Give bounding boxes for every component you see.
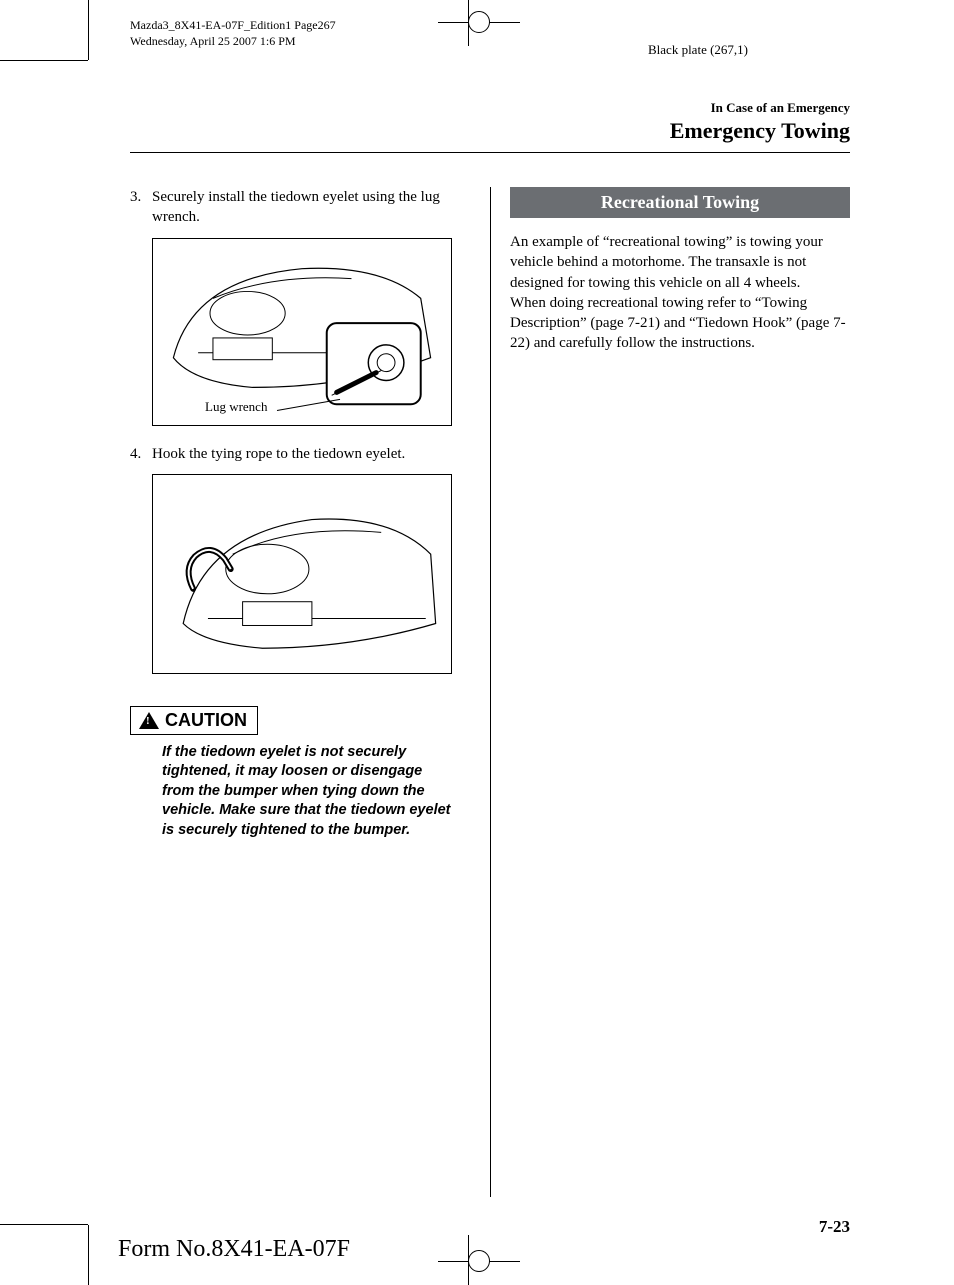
figure-lug-wrench: Lug wrench xyxy=(152,238,452,426)
caution-body: If the tiedown eyelet is not securely ti… xyxy=(162,743,452,841)
page-number: 7-23 xyxy=(819,1217,850,1237)
warning-triangle-icon xyxy=(139,712,159,729)
form-number: Form No.8X41-EA-07F xyxy=(118,1236,350,1263)
car-illustration-icon xyxy=(153,239,451,425)
crop-mark xyxy=(88,0,89,60)
figure-tiedown-hook xyxy=(152,474,452,674)
left-column: 3. Securely install the tiedown eyelet u… xyxy=(130,187,490,1197)
crop-mark xyxy=(0,60,88,61)
crop-mark xyxy=(0,1224,88,1225)
right-column: Recreational Towing An example of “recre… xyxy=(490,187,850,1197)
section-heading: Recreational Towing xyxy=(510,187,850,218)
step-number: 3. xyxy=(130,187,152,228)
column-divider xyxy=(490,187,491,1197)
page-header: In Case of an Emergency Emergency Towing xyxy=(130,100,850,144)
step-text: Hook the tying rope to the tiedown eyele… xyxy=(152,444,470,464)
step-3: 3. Securely install the tiedown eyelet u… xyxy=(130,187,470,228)
two-column-layout: 3. Securely install the tiedown eyelet u… xyxy=(130,187,850,1197)
figure-label: Lug wrench xyxy=(205,399,267,415)
crop-mark xyxy=(88,1225,89,1285)
header-rule xyxy=(130,152,850,153)
print-header: Mazda3_8X41-EA-07F_Edition1 Page267 Wedn… xyxy=(130,18,336,49)
caution-heading: CAUTION xyxy=(130,706,258,735)
header-title: Emergency Towing xyxy=(130,118,850,144)
step-4: 4. Hook the tying rope to the tiedown ey… xyxy=(130,444,470,464)
section-body: An example of “recreational towing” is t… xyxy=(510,232,850,354)
step-text: Securely install the tiedown eyelet usin… xyxy=(152,187,470,228)
car-illustration-icon xyxy=(153,475,451,673)
plate-label: Black plate (267,1) xyxy=(648,42,748,58)
doc-timestamp: Wednesday, April 25 2007 1:6 PM xyxy=(130,34,336,50)
header-category: In Case of an Emergency xyxy=(130,100,850,116)
step-number: 4. xyxy=(130,444,152,464)
doc-id: Mazda3_8X41-EA-07F_Edition1 Page267 xyxy=(130,18,336,34)
caution-label: CAUTION xyxy=(165,710,247,731)
page-content: In Case of an Emergency Emergency Towing… xyxy=(130,100,850,1197)
